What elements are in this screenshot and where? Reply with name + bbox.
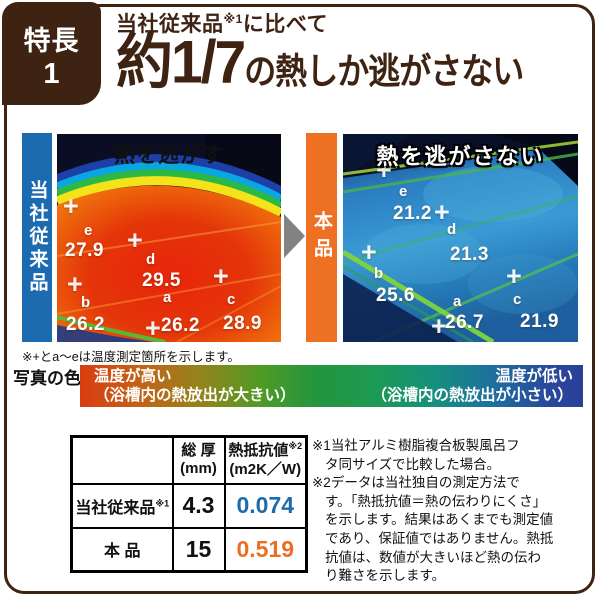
point-value-d: 21.3 [450,244,489,265]
thickness-unit: (mm) [180,460,217,478]
temperature-gradient-bar: 温度が高い （浴槽内の熱放出が大きい） 温度が低い （浴槽内の熱放出が小さい） [80,365,583,407]
high-temp-label: 温度が高い （浴槽内の熱放出が大きい） [94,367,296,406]
table-row-conventional: 当社従来品※1 4.3 0.074 [70,482,308,529]
side-label-product: 本品 [306,133,337,342]
point-letter-c: c [513,291,522,308]
point-letter-e: e [399,183,408,200]
point-value-b: 25.6 [376,285,415,306]
point-letter-d: d [447,221,457,238]
headline-rest: の熱しか逃がさない [244,51,524,92]
row-label-text: 当社従来品 [75,499,156,517]
header-subtitle: 当社従来品※1に比べて [116,8,523,38]
resistance-sup: ※2 [288,441,303,451]
point-value-c: 28.9 [223,313,262,334]
cross-marker: + [67,269,83,299]
row-label-product: 本 品 [70,526,174,573]
cross-marker: + [63,191,79,221]
point-value-e: 27.9 [65,240,104,261]
cross-marker: + [361,237,377,267]
point-letter-a: a [453,293,462,310]
thermal-photo-right [343,134,578,342]
footnote-line: す。「熱抵抗値＝熱の伝わりにくさ」 [325,493,547,509]
header-subtitle-post: に比べて [242,13,329,36]
footnote-line: り難さを示します。 [325,568,446,584]
low-temp-label: 温度が低い （浴槽内の熱放出が小さい） [371,367,573,406]
cross-marker: + [506,261,522,291]
side-label-product-text: 本品 [311,210,332,265]
point-value-d: 29.5 [142,270,181,291]
resistance-value-product: 0.519 [223,526,308,573]
point-value-b: 26.2 [66,314,105,335]
feature-badge-number: 1 [43,57,60,90]
cross-marker: + [376,155,392,185]
headline-fraction: 約1/7 [116,29,246,97]
point-letter-e: e [84,222,93,239]
photo-color-label: 写真の色 [13,369,81,388]
side-label-conventional: 当社従来品 [22,133,52,342]
footnote-line: を示します。結果はあくまでも測定値 [325,512,554,528]
caption-heat-escapes: 熱を逃がす [114,144,224,167]
resistance-value-conventional: 0.074 [223,482,308,529]
row-label-text: 本 品 [104,543,141,561]
footnote-line: ※2データは当社独自の測定方法で [312,475,520,491]
header-subtitle-sup: ※1 [223,12,243,26]
point-value-e: 21.2 [393,203,432,224]
spec-table-header-thickness: 総 厚 (mm) [171,435,226,485]
low-temp-line1: 温度が低い [495,367,573,385]
resistance-title: 熱抵抗値 [228,442,289,459]
arrow-right-icon [284,214,305,258]
measurement-note: ※+とa～eは温度測定箇所を示します。 [22,350,240,364]
footnote-line: であり、保証値ではありません。熱抵 [325,530,554,546]
spec-table-corner-cell [70,435,174,485]
thickness-value-product: 15 [171,526,226,573]
low-temp-line2: （浴槽内の熱放出が小さい） [371,387,573,404]
table-row-product: 本 品 15 0.519 [70,526,308,573]
page-header: 当社従来品※1に比べて 約1/7 の熱しか逃がさない [116,8,524,97]
thickness-title: 総 厚 [181,441,216,459]
feature-badge-title: 特長 [23,25,80,56]
feature-badge: 特長 1 [2,2,101,105]
point-value-c: 21.9 [520,311,559,332]
footnotes: ※1当社アルミ樹脂複合板製風呂フ タ同サイズで比較した場合。 ※2データは当社独… [312,437,594,586]
cross-marker: + [145,313,161,342]
resistance-title-line: 熱抵抗値※2 [226,441,306,461]
resistance-unit: (m2K／W) [229,460,302,478]
spec-table: 総 厚 (mm) 熱抵抗値※2 (m2K／W) 当社従来品※1 4.3 0.07… [70,435,308,573]
thermal-image-conventional: 熱を逃がす + e 27.9 + d 29.5 + b 26.2 a + 26.… [57,134,281,342]
point-value-a: 26.2 [161,315,200,336]
point-letter-d: d [146,251,156,268]
header-subtitle-pre: 当社従来品 [116,13,224,36]
point-value-a: 26.7 [445,312,484,333]
row-label-conventional: 当社従来品※1 [70,482,174,529]
footnote-line: ※1当社アルミ樹脂複合板製風呂フ [312,438,520,453]
cross-marker: + [431,311,447,341]
cross-marker: + [213,261,229,291]
high-temp-line2: （浴槽内の熱放出が大きい） [94,387,296,404]
footnote-line: タ同サイズで比較した場合。 [325,456,501,472]
point-letter-b: b [374,265,384,282]
footnote-line: 抗値は、数値が大きいほど熱の伝わ [325,549,541,565]
caption-heat-kept: 熱を逃がさない [376,144,545,169]
thickness-value-conventional: 4.3 [171,482,226,529]
thermal-image-product: 熱を逃がさない + e 21.2 + d 21.3 + b 25.6 a + 2… [343,134,578,342]
headline: 約1/7 の熱しか逃がさない [116,29,524,97]
row-label-sup: ※1 [155,498,170,509]
high-temp-line1: 温度が高い [94,367,172,385]
cross-marker: + [434,197,450,227]
spec-table-header-resistance: 熱抵抗値※2 (m2K／W) [223,435,308,485]
point-letter-c: c [227,291,236,308]
cross-marker: + [127,225,143,255]
point-letter-a: a [163,289,172,306]
point-letter-b: b [81,294,91,311]
side-label-conventional-text: 当社従来品 [26,180,48,295]
thermal-photo-left [57,134,281,342]
